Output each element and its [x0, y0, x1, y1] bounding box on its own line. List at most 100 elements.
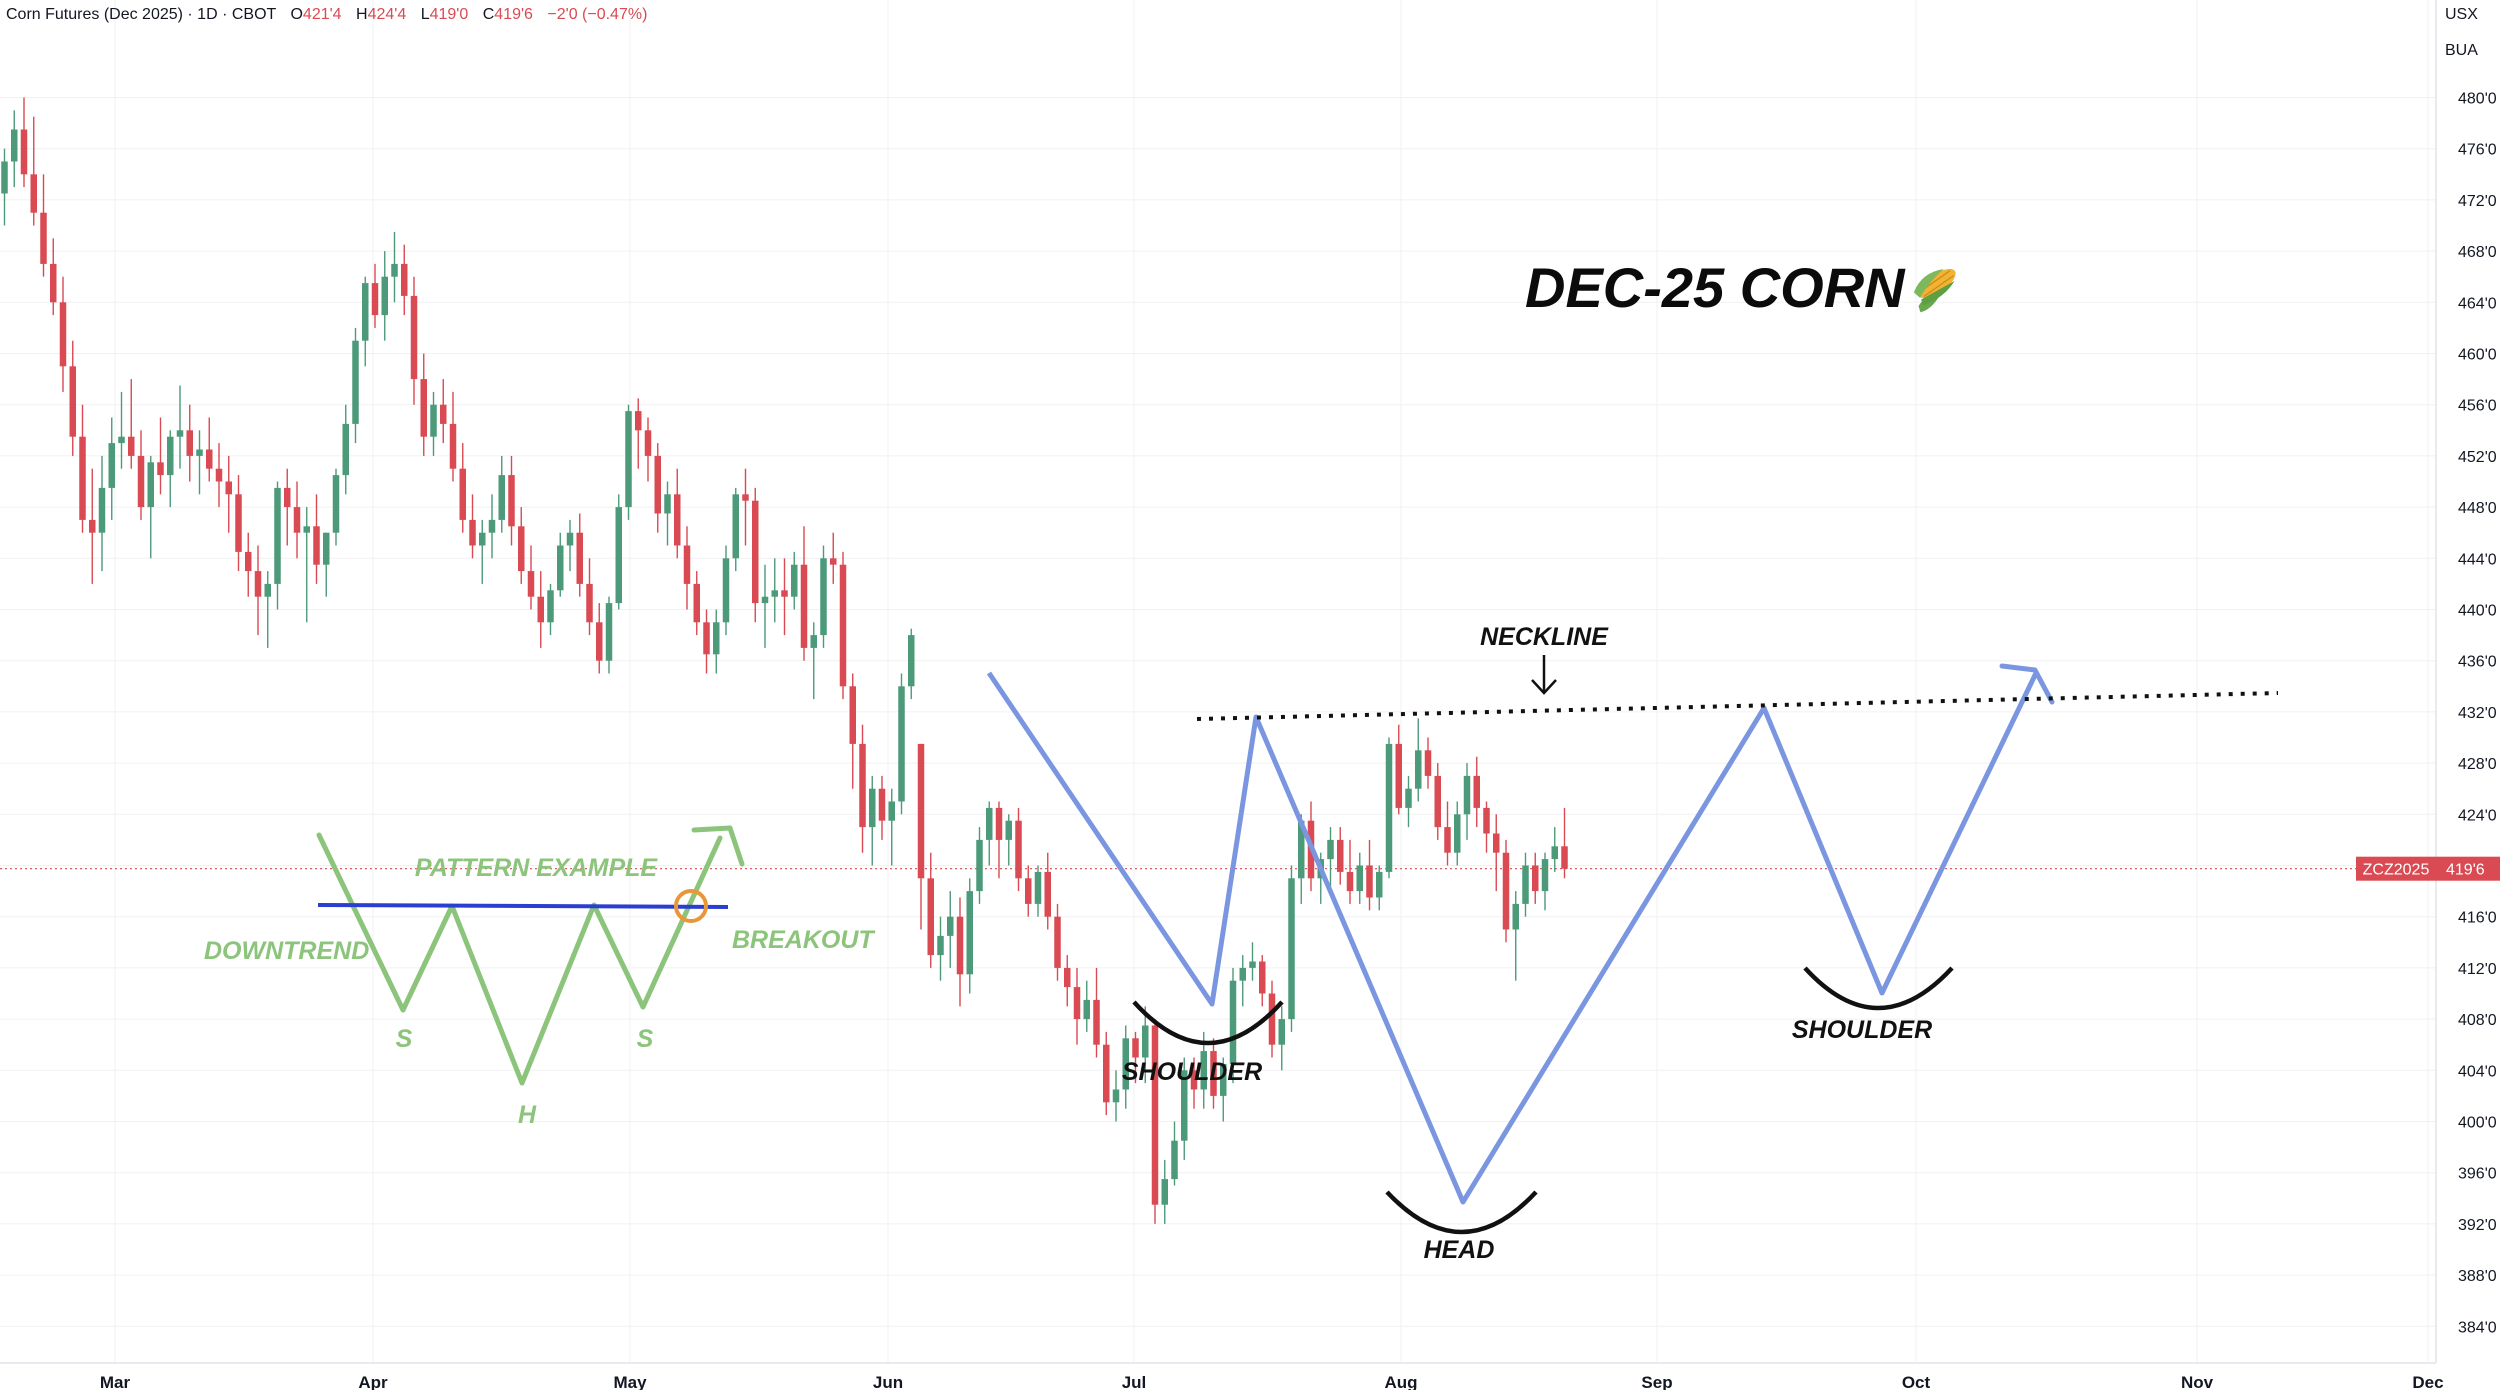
candle: [196, 430, 203, 495]
candle: [215, 443, 223, 508]
candle-body: [1229, 980, 1237, 1064]
candle-body: [79, 436, 86, 520]
price-axis[interactable]: 480'0 476'0 472'0 468'0 464'0 460'0 456'0 452'0…: [2458, 91, 2497, 1337]
candle-body: [391, 263, 398, 277]
candle-body: [1132, 1038, 1139, 1058]
price-tick-label: 412'0: [2458, 961, 2497, 978]
candle-body: [1015, 820, 1022, 879]
candle-body: [303, 526, 310, 533]
candle: [761, 564, 769, 648]
candle: [1444, 801, 1451, 866]
candle-body: [215, 468, 223, 482]
candle-body: [1278, 1019, 1285, 1045]
candle: [732, 487, 739, 572]
price-tick-label: 400'0: [2458, 1115, 2497, 1132]
candle: [401, 244, 408, 316]
candle-body: [1064, 967, 1071, 988]
example-zigzag-line: [316, 832, 723, 1086]
price-tick-label: 452'0: [2458, 449, 2497, 466]
candle: [1337, 827, 1344, 885]
neckline-arrow-icon: [1531, 679, 1557, 695]
candle: [206, 417, 213, 482]
candle-body: [469, 519, 476, 546]
candle: [59, 276, 67, 392]
candle: [576, 513, 583, 597]
price-tick-label: 476'0: [2458, 142, 2497, 159]
candle: [1376, 865, 1383, 911]
candle: [839, 551, 847, 700]
ticker-tag: ZCZ2025: [2363, 862, 2430, 879]
candle: [927, 852, 934, 968]
candle-body: [742, 494, 749, 501]
currency-label[interactable]: USX: [2445, 6, 2478, 23]
price-tick-label: 404'0: [2458, 1063, 2497, 1080]
candle: [966, 878, 973, 994]
price-tick-label: 388'0: [2458, 1268, 2497, 1285]
candle: [293, 481, 301, 559]
candle: [186, 404, 193, 482]
price-tick-label: 392'0: [2458, 1217, 2497, 1234]
candle: [440, 379, 447, 444]
candle-body: [381, 276, 388, 316]
candle: [1190, 1057, 1198, 1109]
candle: [89, 468, 96, 584]
low-value: 419'0: [430, 6, 469, 23]
candle: [1142, 1006, 1149, 1084]
candle: [1434, 763, 1441, 840]
candle-body: [664, 494, 671, 514]
candle: [1161, 1159, 1168, 1224]
candle: [537, 571, 544, 648]
candle-body: [235, 494, 242, 552]
price-tick-label: 444'0: [2458, 551, 2497, 568]
candle: [908, 628, 915, 700]
candle-body: [527, 571, 535, 597]
candle-body: [800, 564, 808, 648]
candle: [1034, 865, 1042, 917]
candle: [664, 481, 671, 546]
candle-body: [1522, 865, 1529, 904]
candle: [596, 603, 603, 674]
candle-body: [1337, 839, 1344, 872]
candle-body: [1541, 859, 1549, 892]
candle-body: [644, 430, 652, 456]
candle-body: [352, 340, 359, 424]
candle: [1005, 814, 1012, 866]
candle-body: [1268, 993, 1276, 1045]
candle-body: [849, 686, 856, 744]
candle: [1151, 1019, 1159, 1224]
candle-body: [908, 635, 915, 687]
candle: [40, 174, 47, 277]
candle: [1395, 724, 1402, 815]
candle-body: [1005, 820, 1012, 840]
price-tick-label: 408'0: [2458, 1012, 2497, 1029]
candle-body: [986, 807, 993, 840]
month-tick-label: Apr: [358, 1373, 388, 1390]
candle-body: [635, 411, 642, 431]
chart-legend: Corn Futures (Dec 2025) · 1D · CBOT O421…: [6, 6, 647, 23]
candle: [332, 468, 340, 546]
candle: [79, 404, 86, 533]
candle-body: [1561, 846, 1568, 869]
example-neckline: [317, 903, 729, 909]
unit-label[interactable]: BUA: [2445, 42, 2478, 59]
candle: [781, 558, 788, 636]
time-axis[interactable]: Mar Apr May Jun Jul Aug Sep Oct Nov Dec: [100, 1373, 2444, 1390]
price-tick-label: 432'0: [2458, 705, 2497, 722]
high-value: 424'4: [368, 6, 407, 23]
candle-body: [176, 430, 184, 437]
candle: [1229, 967, 1237, 1084]
candle-body: [1483, 807, 1490, 834]
candle-body: [1346, 871, 1354, 892]
candle: [1132, 1031, 1139, 1084]
candle-body: [1220, 1063, 1227, 1096]
candle: [995, 801, 1003, 879]
candle: [342, 404, 349, 495]
candle: [274, 481, 281, 610]
candle-body: [1171, 1140, 1178, 1180]
candle: [1405, 775, 1412, 828]
candle: [323, 532, 330, 597]
candle: [869, 775, 876, 866]
price-tick-label: 448'0: [2458, 500, 2497, 517]
candle-body: [89, 519, 96, 533]
